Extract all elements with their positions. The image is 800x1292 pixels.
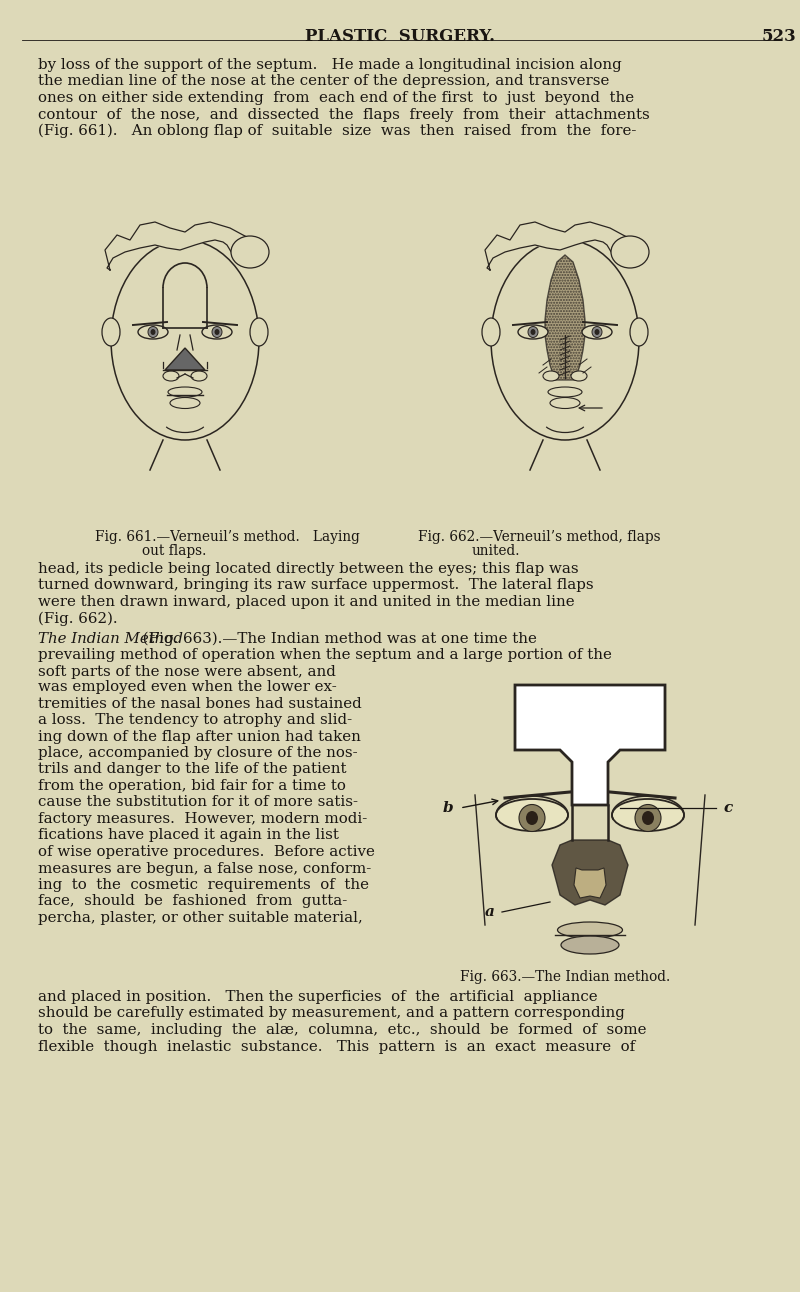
- Text: were then drawn inward, placed upon it and united in the median line: were then drawn inward, placed upon it a…: [38, 596, 574, 609]
- Ellipse shape: [582, 326, 612, 339]
- Text: turned downward, bringing its raw surface uppermost.  The lateral flaps: turned downward, bringing its raw surfac…: [38, 579, 594, 593]
- Ellipse shape: [558, 922, 622, 938]
- Text: 523: 523: [762, 28, 797, 45]
- Text: was employed even when the lower ex-: was employed even when the lower ex-: [38, 680, 337, 694]
- Ellipse shape: [519, 805, 545, 832]
- Text: to  the  same,  including  the  alæ,  columna,  etc.,  should  be  formed  of  s: to the same, including the alæ, columna,…: [38, 1023, 646, 1037]
- Text: tremities of the nasal bones had sustained: tremities of the nasal bones had sustain…: [38, 696, 362, 711]
- Text: ones on either side extending  from  each end of the first  to  just  beyond  th: ones on either side extending from each …: [38, 90, 634, 105]
- Text: Fig. 663.—The Indian method.: Fig. 663.—The Indian method.: [460, 970, 670, 985]
- Text: prevailing method of operation when the septum and a large portion of the: prevailing method of operation when the …: [38, 649, 612, 663]
- Text: percha, plaster, or other suitable material,: percha, plaster, or other suitable mater…: [38, 911, 362, 925]
- Text: ing down of the flap after union had taken: ing down of the flap after union had tak…: [38, 730, 361, 743]
- Text: The Indian Method: The Indian Method: [38, 632, 183, 646]
- Polygon shape: [515, 685, 665, 805]
- Text: the median line of the nose at the center of the depression, and transverse: the median line of the nose at the cente…: [38, 75, 610, 88]
- Text: out flaps.: out flaps.: [142, 544, 206, 558]
- Text: flexible  though  inelastic  substance.   This  pattern  is  an  exact  measure : flexible though inelastic substance. Thi…: [38, 1040, 635, 1053]
- Text: b: b: [442, 801, 454, 815]
- Polygon shape: [552, 840, 628, 904]
- Ellipse shape: [526, 811, 538, 826]
- Text: PLASTIC  SURGERY.: PLASTIC SURGERY.: [305, 28, 495, 45]
- Ellipse shape: [548, 388, 582, 397]
- Text: measures are begun, a false nose, conform-: measures are begun, a false nose, confor…: [38, 862, 371, 876]
- Text: trils and danger to the life of the patient: trils and danger to the life of the pati…: [38, 762, 346, 776]
- Ellipse shape: [594, 329, 599, 335]
- Polygon shape: [165, 348, 205, 370]
- Text: Fig. 661.—Verneuil’s method.   Laying: Fig. 661.—Verneuil’s method. Laying: [95, 530, 360, 544]
- Text: (Fig. 662).: (Fig. 662).: [38, 611, 118, 625]
- Ellipse shape: [231, 236, 269, 267]
- Text: soft parts of the nose were absent, and: soft parts of the nose were absent, and: [38, 665, 336, 680]
- Text: and placed in position.   Then the superficies  of  the  artificial  appliance: and placed in position. Then the superfi…: [38, 990, 598, 1004]
- Ellipse shape: [635, 805, 661, 832]
- Ellipse shape: [518, 326, 548, 339]
- Ellipse shape: [530, 329, 535, 335]
- Ellipse shape: [168, 388, 202, 397]
- Ellipse shape: [138, 326, 168, 339]
- Ellipse shape: [214, 329, 219, 335]
- Text: contour  of  the nose,  and  dissected  the  flaps  freely  from  their  attachm: contour of the nose, and dissected the f…: [38, 107, 650, 121]
- Ellipse shape: [642, 811, 654, 826]
- Text: united.: united.: [472, 544, 521, 558]
- Polygon shape: [574, 868, 606, 898]
- Ellipse shape: [550, 398, 580, 408]
- Text: from the operation, bid fair for a time to: from the operation, bid fair for a time …: [38, 779, 346, 793]
- Ellipse shape: [543, 371, 559, 381]
- Text: place, accompanied by closure of the nos-: place, accompanied by closure of the nos…: [38, 745, 358, 760]
- Ellipse shape: [250, 318, 268, 346]
- Text: a: a: [485, 904, 495, 919]
- Text: should be carefully estimated by measurement, and a pattern corresponding: should be carefully estimated by measure…: [38, 1006, 625, 1021]
- Polygon shape: [105, 222, 257, 270]
- Ellipse shape: [148, 327, 158, 337]
- Ellipse shape: [212, 327, 222, 337]
- Ellipse shape: [612, 798, 684, 831]
- Ellipse shape: [496, 798, 568, 831]
- Text: head, its pedicle being located directly between the eyes; this flap was: head, its pedicle being located directly…: [38, 562, 578, 576]
- Text: face,  should  be  fashioned  from  gutta-: face, should be fashioned from gutta-: [38, 894, 347, 908]
- Text: a loss.  The tendency to atrophy and slid-: a loss. The tendency to atrophy and slid…: [38, 713, 352, 727]
- Text: (Fig. 661).   An oblong flap of  suitable  size  was  then  raised  from  the  f: (Fig. 661). An oblong flap of suitable s…: [38, 124, 636, 138]
- Ellipse shape: [561, 935, 619, 953]
- Text: c: c: [723, 801, 733, 815]
- Ellipse shape: [170, 398, 200, 408]
- Ellipse shape: [571, 371, 587, 381]
- Ellipse shape: [528, 327, 538, 337]
- Polygon shape: [485, 222, 637, 270]
- Ellipse shape: [630, 318, 648, 346]
- Text: factory measures.  However, modern modi-: factory measures. However, modern modi-: [38, 811, 367, 826]
- Text: (Fig. 663).—The Indian method was at one time the: (Fig. 663).—The Indian method was at one…: [138, 632, 537, 646]
- Ellipse shape: [150, 329, 155, 335]
- Ellipse shape: [191, 371, 207, 381]
- Polygon shape: [545, 255, 585, 380]
- Ellipse shape: [202, 326, 232, 339]
- Ellipse shape: [102, 318, 120, 346]
- Text: by loss of the support of the septum.   He made a longitudinal incision along: by loss of the support of the septum. He…: [38, 58, 622, 72]
- Text: ing  to  the  cosmetic  requirements  of  the: ing to the cosmetic requirements of the: [38, 879, 369, 891]
- Text: Fig. 662.—Verneuil’s method, flaps: Fig. 662.—Verneuil’s method, flaps: [418, 530, 661, 544]
- Ellipse shape: [163, 371, 179, 381]
- Text: cause the substitution for it of more satis-: cause the substitution for it of more sa…: [38, 796, 358, 810]
- Text: of wise operative procedures.  Before active: of wise operative procedures. Before act…: [38, 845, 375, 859]
- Text: fications have placed it again in the list: fications have placed it again in the li…: [38, 828, 339, 842]
- Ellipse shape: [482, 318, 500, 346]
- Ellipse shape: [592, 327, 602, 337]
- Ellipse shape: [611, 236, 649, 267]
